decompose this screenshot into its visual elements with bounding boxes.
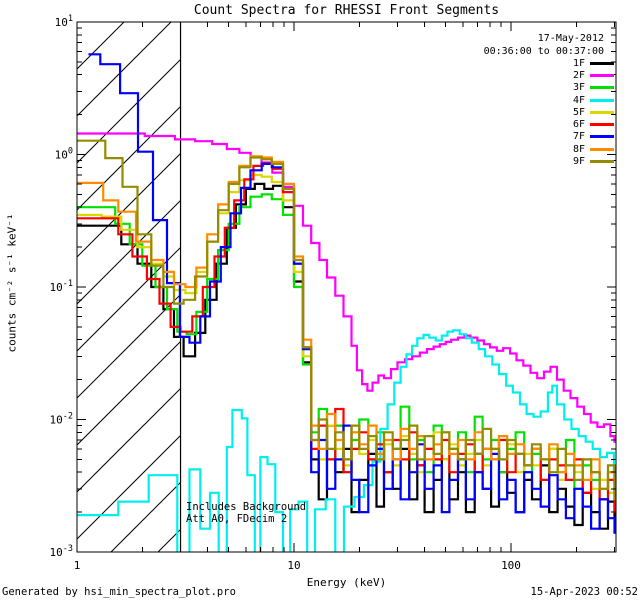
legend-swatch-1F (590, 61, 614, 65)
plot-annotations: Includes Background Att A0, FDecim 2 (186, 501, 307, 525)
series-9F (77, 139, 616, 501)
annotation-background: Includes Background (186, 501, 307, 513)
legend-label-9F: 9F (572, 156, 585, 168)
x-tick-label-1: 1 (74, 559, 81, 572)
legend-swatch-9F (590, 160, 614, 164)
hatch-region (77, 22, 181, 552)
y-tick-label-10e-2: 10-2 (50, 412, 74, 427)
legend-label-2F: 2F (572, 69, 585, 81)
legend-row-8F: 8F (573, 143, 614, 155)
legend-label-7F: 7F (572, 131, 585, 143)
legend-label-1F: 1F (572, 57, 585, 69)
y-tick-label-10e1: 101 (55, 14, 73, 29)
series-4F (77, 329, 616, 552)
legend-row-1F: 1F (573, 57, 614, 69)
y-tick-label-10e0: 100 (55, 147, 73, 162)
x-tick-label-10: 10 (287, 559, 300, 572)
generator-credit: Generated by hsi_min_spectra_plot.pro (2, 586, 236, 598)
legend-row-6F: 6F (573, 118, 614, 130)
legend-swatch-7F (590, 135, 614, 139)
x-tick-label-100: 100 (501, 559, 521, 572)
legend-swatch-8F (590, 147, 614, 151)
legend-swatch-5F (590, 110, 614, 114)
series-7F (88, 53, 616, 534)
annotation-attenuator: Att A0, FDecim 2 (186, 512, 288, 525)
legend-label-4F: 4F (572, 94, 585, 106)
series-group (77, 53, 616, 552)
y-axis-title: counts cm⁻² s⁻¹ keV⁻¹ (5, 213, 19, 353)
observation-date: 17-May-2012 (537, 33, 604, 44)
page-title: Count Spectra for RHESSI Front Segments (193, 3, 500, 18)
legend-swatch-6F (590, 123, 614, 127)
legend-swatch-2F (590, 73, 614, 77)
legend-label-3F: 3F (572, 82, 585, 94)
legend-swatch-4F (590, 98, 614, 102)
series-1F (77, 182, 616, 530)
axis-ticks (76, 21, 616, 553)
render-timestamp: 15-Apr-2023 00:52 (530, 586, 638, 598)
y-tick-label-10e-1: 10-1 (50, 279, 74, 294)
detector-legend: 1F 2F 3F 4F 5F 6F 7F 8F 9F (573, 57, 614, 168)
legend-row-3F: 3F (573, 82, 614, 94)
series-3F (77, 193, 616, 501)
legend-row-5F: 5F (573, 106, 614, 118)
y-tick-label-10e-3: 10-3 (50, 544, 74, 559)
legend-row-2F: 2F (573, 69, 614, 81)
legend-label-5F: 5F (572, 106, 585, 118)
legend-swatch-3F (590, 86, 614, 90)
legend-label-6F: 6F (572, 119, 585, 131)
legend-label-8F: 8F (572, 143, 585, 155)
series-8F (77, 155, 616, 490)
x-axis-title: Energy (keV) (306, 576, 387, 589)
legend-row-4F: 4F (573, 94, 614, 106)
legend-row-7F: 7F (573, 131, 614, 143)
legend-row-9F: 9F (573, 155, 614, 167)
observation-interval: 00:36:00 to 00:37:00 (483, 46, 604, 57)
observation-info: 17-May-2012 00:36:00 to 00:37:00 (484, 32, 604, 58)
